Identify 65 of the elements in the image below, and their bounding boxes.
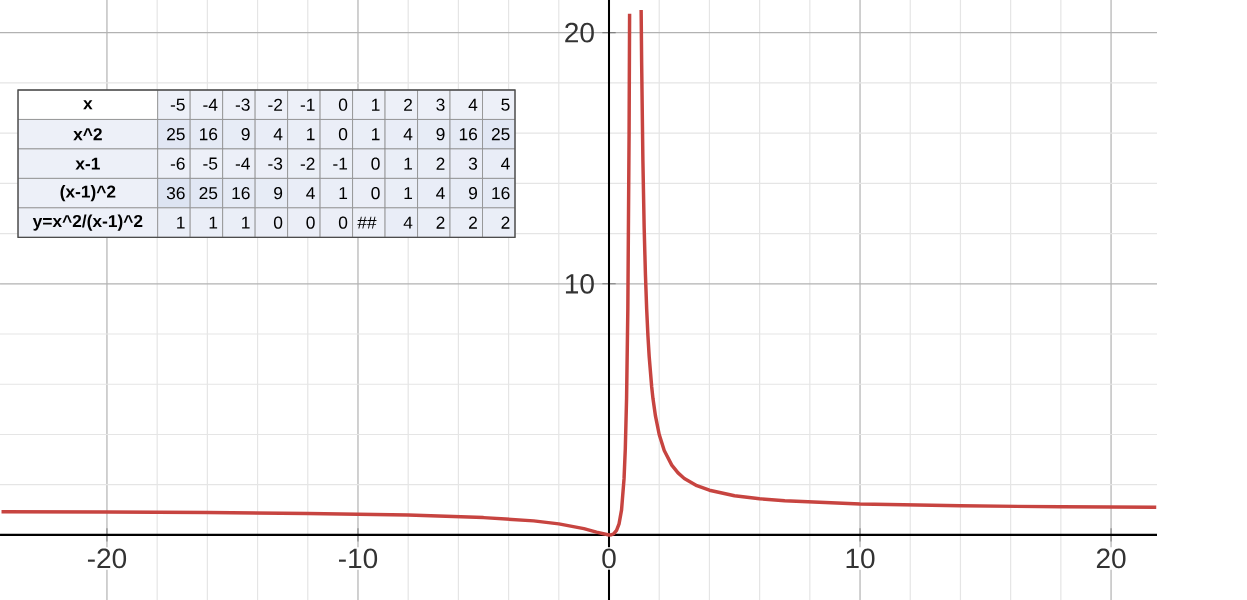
- data-label: 0: [371, 186, 380, 200]
- data-label: 0: [371, 157, 380, 170]
- data-label: 9: [241, 128, 250, 141]
- x-tick-label: -10: [338, 548, 378, 569]
- data-label: 0: [306, 216, 315, 229]
- x-tick-label: 0: [602, 548, 616, 569]
- data-label: 16: [459, 128, 478, 141]
- data-label: 25: [167, 128, 185, 141]
- data-label: 2: [469, 216, 477, 229]
- data-label: 4: [273, 128, 283, 141]
- x-tick-label: -5: [170, 98, 185, 111]
- data-label: 2: [436, 157, 445, 170]
- data-label: -3: [268, 157, 283, 170]
- y-tick-label: x^2: [73, 128, 102, 141]
- data-label: -4: [235, 157, 250, 170]
- data-label: 9: [468, 186, 477, 200]
- x-tick-label: 1: [372, 98, 380, 111]
- data-label: 0: [338, 128, 348, 141]
- data-label: -6: [170, 157, 185, 170]
- data-label: 25: [199, 186, 218, 200]
- x-tick-label: -3: [235, 98, 250, 111]
- data-label: 9: [436, 128, 445, 141]
- x-tick-label: 0: [338, 98, 348, 111]
- data-label: 2: [501, 216, 510, 229]
- data-label: 4: [306, 187, 315, 200]
- x-axis-title: x: [83, 100, 93, 110]
- data-label: 3: [468, 157, 478, 170]
- x-tick-label: -2: [268, 98, 283, 111]
- data-label: -5: [203, 157, 218, 170]
- x-tick-label: 20: [1096, 548, 1126, 569]
- data-label: 2: [436, 216, 445, 229]
- y-tick-label: y=x^2/(x-1)^2: [32, 214, 143, 231]
- x-tick-label: -4: [203, 98, 218, 111]
- data-label: 16: [199, 128, 218, 141]
- data-label: 1: [404, 187, 413, 200]
- data-label: 0: [338, 216, 348, 229]
- data-label: 25: [491, 128, 510, 141]
- data-label: 1: [307, 128, 315, 141]
- y-tick-label: x-1: [75, 157, 100, 170]
- data-label: 9: [274, 186, 283, 200]
- data-label: 1: [242, 216, 250, 229]
- data-label: 4: [403, 128, 413, 141]
- data-label: -2: [300, 157, 315, 170]
- x-tick-label: 4: [468, 98, 478, 111]
- y-tick-label: (x-1)^2: [60, 185, 116, 202]
- x-tick-label: 2: [404, 98, 412, 111]
- x-tick-label: -1: [300, 98, 315, 111]
- data-label: 0: [273, 216, 283, 229]
- x-tick-label: 3: [436, 98, 445, 111]
- x-tick-label: 10: [846, 548, 875, 569]
- data-label: 4: [501, 157, 510, 170]
- data-label: 36: [166, 186, 185, 200]
- data-label: 1: [177, 216, 185, 229]
- data-label: 4: [403, 216, 413, 229]
- data-label: 16: [492, 186, 510, 200]
- x-tick-label: 5: [501, 98, 510, 111]
- data-label: 16: [232, 186, 250, 200]
- data-label: 4: [436, 187, 445, 200]
- data-label: -1: [333, 157, 348, 170]
- data-label: 1: [209, 216, 218, 229]
- data-label: 1: [404, 157, 413, 170]
- x-tick-label: -20: [87, 548, 127, 569]
- text: ##: [357, 216, 377, 229]
- data-label: 1: [339, 187, 348, 200]
- data-label: 1: [372, 128, 380, 141]
